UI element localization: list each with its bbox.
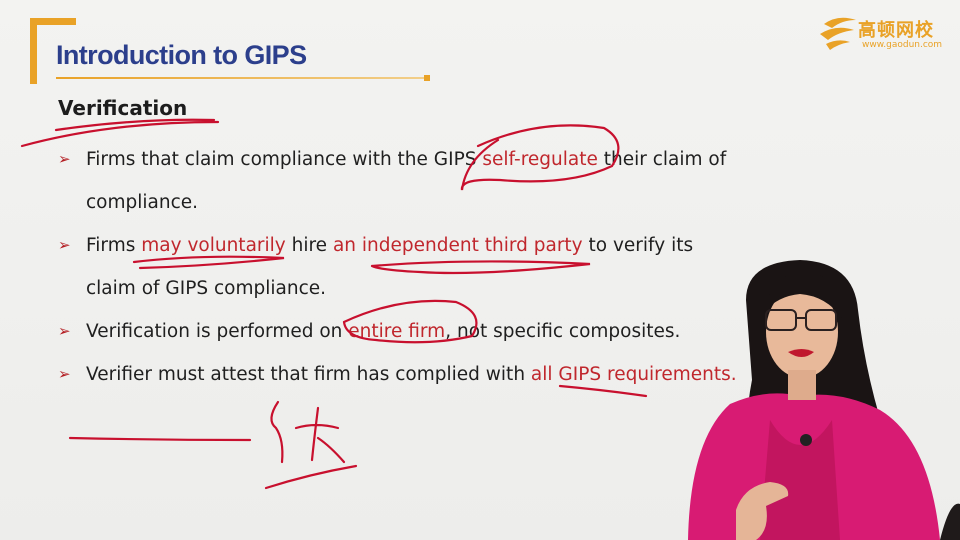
presenter-shirt-shade xyxy=(760,420,840,540)
bullet-text: , not specific composites. xyxy=(445,321,681,342)
gaodun-logo-icon xyxy=(820,17,856,50)
bullet-highlight: all GIPS requirements. xyxy=(530,364,737,385)
bullet-text: Firms that claim compliance with the GIP… xyxy=(86,149,483,170)
page-title: Introduction to GIPS xyxy=(56,40,307,70)
bullet-arrow-icon: ➢ xyxy=(58,322,71,340)
title-bracket-decoration xyxy=(30,18,76,84)
bullet-text: hire xyxy=(285,235,333,256)
logo-wordmark: 高顿网校 xyxy=(858,20,934,41)
bullet-text: Firms xyxy=(86,235,142,256)
title-underline-dot xyxy=(424,75,430,81)
glasses-icon xyxy=(765,309,837,331)
microphone-icon xyxy=(800,434,812,446)
bullet-highlight: an independent third party xyxy=(332,235,583,256)
bullet-text: Verification is performed on xyxy=(86,321,349,342)
bullet-item: ➢ Verifier must attest that firm has comp… xyxy=(58,353,738,396)
presenter-lips xyxy=(788,349,814,357)
presenter-fringe xyxy=(764,271,842,318)
logo-url: www.gaodun.com xyxy=(862,40,943,50)
bullet-highlight: may voluntarily xyxy=(141,235,286,256)
bullet-text: their claim of compliance. xyxy=(86,149,727,213)
bullet-arrow-icon: ➢ xyxy=(58,365,71,383)
gaodun-logo: 高顿网校 www.gaodun.com xyxy=(818,12,948,56)
title-underline xyxy=(56,77,428,79)
bullet-arrow-icon: ➢ xyxy=(58,150,71,168)
bullet-text: Verifier must attest that firm has compl… xyxy=(86,364,531,385)
presenter-neck xyxy=(788,370,816,400)
bullet-item: ➢ Firms may voluntarily hire an independe… xyxy=(58,224,738,310)
presenter-hand xyxy=(736,482,789,540)
section-heading: Verification xyxy=(58,96,188,120)
bullet-text: to verify its claim of GIPS compliance. xyxy=(86,235,694,299)
presenter-arm xyxy=(940,503,960,540)
bullet-arrow-icon: ➢ xyxy=(58,236,71,254)
